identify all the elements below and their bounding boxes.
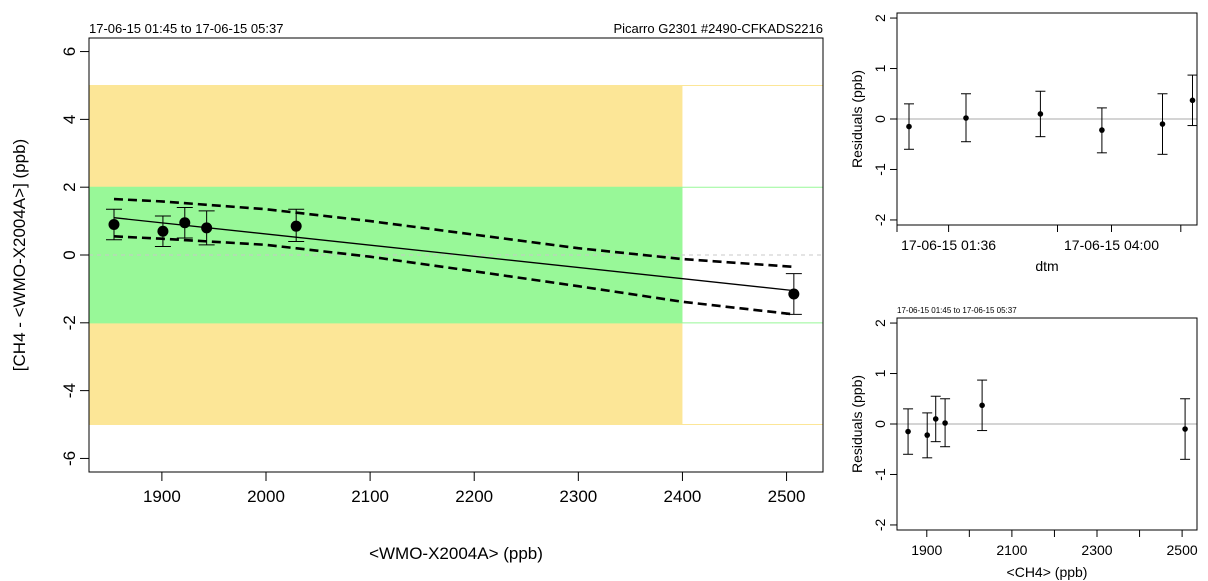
y-tick-label: 0: [872, 420, 888, 428]
data-point: [979, 402, 985, 409]
y-axis-label: [CH4 - <WMO-X2004A>] (ppb): [10, 139, 29, 371]
x-tick-label: 2400: [664, 487, 702, 506]
x-tick-label: 17-06-15 04:00: [1064, 237, 1159, 253]
data-point: [1182, 426, 1188, 432]
x-tick-label: 2500: [768, 487, 806, 506]
data-point: [1099, 127, 1105, 133]
y-axis-label: Residuals (ppb): [849, 70, 865, 168]
x-tick-label: 1900: [143, 487, 181, 506]
residuals-vs-time-chart: 17-06-15 01:36 17-06-15 04:00 -2 -1 0 1 2 dtm Re…: [849, 12, 1198, 274]
data-point: [924, 432, 931, 438]
header-date-range: 17-06-15 01:45 to 17-06-15 05:37: [89, 21, 283, 36]
y-tick-label: 4: [60, 115, 79, 124]
data-point: [108, 218, 120, 230]
x-tick-label: 17-06-15 01:36: [901, 237, 996, 253]
regression-line: [113, 217, 794, 292]
x-axis-label: <WMO-X2004A> (ppb): [369, 544, 543, 563]
header-date-range: 17-06-15 01:45 to 17-06-15 05:37: [897, 306, 1017, 315]
x-tick-label: 2100: [996, 542, 1027, 558]
confidence-band-lower: [113, 235, 794, 316]
x-axis-label: dtm: [1035, 258, 1058, 274]
residuals-vs-ch4-chart: 1900 2100 2300 2500 -2 -1 0 1 2 <CH4> (ppb) Residu…: [849, 306, 1198, 580]
y-tick-label: 2: [872, 319, 888, 327]
x-tick-label: 2200: [455, 487, 493, 506]
main-chart: 1900 2000 2100 2200 2300 2400 2500 -6 -4 -2 0 2 4 6 <W…: [10, 21, 824, 563]
data-point: [905, 428, 911, 435]
data-point: [1037, 111, 1044, 117]
data-point: [157, 225, 169, 237]
x-tick-label: 2000: [247, 487, 285, 506]
x-tick-label: 1900: [911, 542, 942, 558]
y-tick-label: -2: [872, 214, 888, 227]
x-tick-label: 2300: [1081, 542, 1112, 558]
data-point: [1159, 121, 1166, 127]
data-point: [963, 115, 969, 121]
data-point: [290, 220, 302, 232]
data-point: [906, 123, 912, 130]
data-point: [1189, 97, 1196, 104]
y-tick-label: 1: [872, 369, 888, 377]
y-tick-label: -6: [60, 451, 79, 466]
y-tick-label: -1: [872, 468, 888, 481]
y-tick-label: 0: [872, 115, 888, 123]
y-tick-label: 1: [872, 64, 888, 72]
x-tick-label: 2500: [1167, 542, 1198, 558]
y-tick-label: 2: [60, 182, 79, 191]
x-axis-label: <CH4> (ppb): [1007, 564, 1088, 580]
x-tick-label: 2300: [559, 487, 597, 506]
y-tick-label: -4: [60, 383, 79, 398]
data-point: [788, 288, 800, 300]
data-point: [201, 222, 213, 234]
x-tick-label: 2100: [351, 487, 389, 506]
y-tick-label: 2: [872, 14, 888, 22]
y-tick-label: -1: [872, 163, 888, 176]
confidence-band-upper: [113, 197, 794, 269]
data-point: [179, 217, 191, 229]
header-instrument: Picarro G2301 #2490-CFKADS2216: [613, 21, 823, 36]
data-point: [932, 416, 939, 422]
y-axis-label: Residuals (ppb): [849, 375, 865, 473]
data-point: [942, 420, 948, 426]
y-tick-label: -2: [872, 519, 888, 532]
y-tick-label: 6: [60, 47, 79, 56]
y-tick-label: -2: [60, 315, 79, 330]
y-tick-label: 0: [60, 250, 79, 259]
